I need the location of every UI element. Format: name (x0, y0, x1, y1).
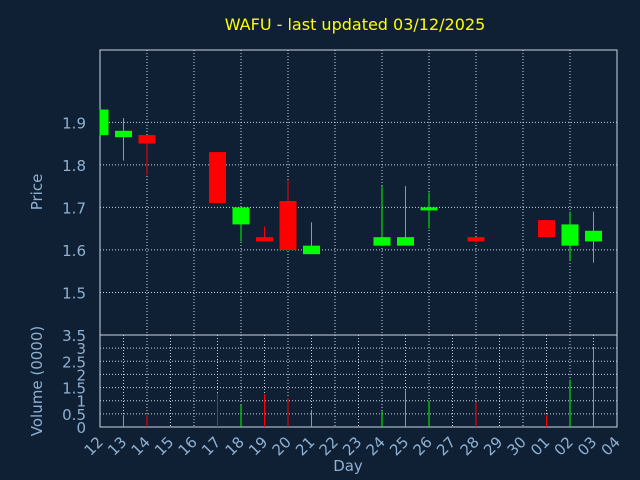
volume-tick-label: 0.5 (62, 406, 86, 424)
candle-body (303, 245, 320, 255)
candle-body (420, 207, 438, 211)
candle-body (585, 230, 602, 242)
price-tick-label: 1.6 (62, 242, 86, 260)
candle-body (538, 220, 555, 238)
candle-body (256, 237, 273, 242)
volume-tick-label: 1 (76, 393, 86, 411)
candle-body (279, 201, 297, 250)
price-tick-label: 1.9 (62, 114, 86, 132)
price-tick-label: 1.8 (62, 157, 86, 175)
candle-body (373, 237, 391, 246)
volume-tick-label: 3.5 (62, 327, 86, 345)
volume-panel: 00.511.522.533.5 (62, 327, 618, 437)
volume-tick-label: 1.5 (62, 380, 86, 398)
candle-body (561, 224, 579, 246)
x-axis-label: Day (333, 457, 363, 475)
volume-tick-label: 3 (76, 340, 86, 358)
candle-body (209, 152, 226, 204)
price-panel: 1.5 1.6 1.7 1.8 1.9 (62, 49, 618, 336)
volume-tick-label: 0 (76, 419, 86, 437)
candle-body (138, 135, 156, 144)
price-axis-label: Price (28, 174, 46, 211)
chart-title: WAFU - last updated 03/12/2025 (225, 15, 486, 34)
x-axis: 1213141516171819202122232425262728293001… (81, 433, 624, 459)
price-tick-label: 1.7 (62, 199, 86, 217)
price-tick-label: 1.5 (62, 284, 86, 302)
volume-axis-label: Volume (0000) (28, 326, 46, 436)
candle-body (232, 207, 250, 225)
volume-tick-label: 2 (76, 366, 86, 384)
candle-body (397, 237, 414, 246)
candle-body (115, 130, 132, 138)
volume-tick-label: 2.5 (62, 353, 86, 371)
candle-body (467, 237, 485, 242)
candle-body (100, 109, 109, 136)
